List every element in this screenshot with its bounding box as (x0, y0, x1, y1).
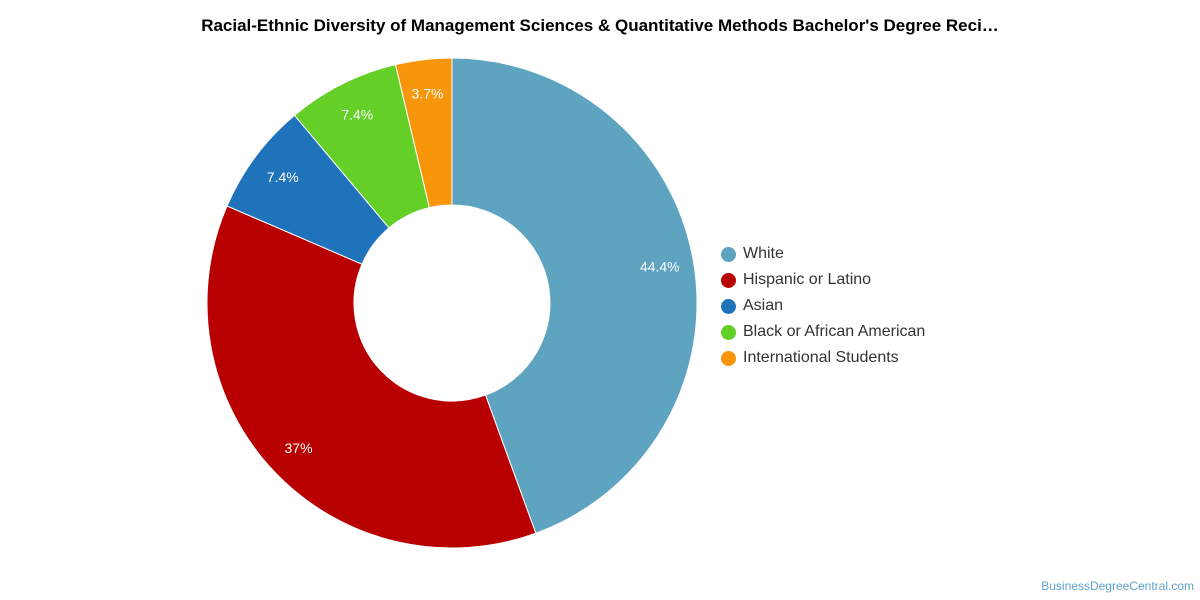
chart-legend: White Hispanic or Latino Asian Black or Afr… (721, 241, 925, 371)
slice-hispanic-or-latino[interactable] (206, 205, 537, 549)
legend-swatch-icon (721, 298, 736, 314)
watermark[interactable]: BusinessDegreeCentral.com (1041, 579, 1194, 593)
donut-slices (206, 57, 698, 549)
legend-label: International Students (743, 349, 899, 366)
legend-swatch-icon (721, 350, 736, 366)
legend-item-black-or-african-american[interactable]: Black or African American (721, 319, 925, 345)
legend-swatch-icon (721, 324, 736, 340)
legend-item-international-students[interactable]: International Students (721, 345, 925, 371)
data-label-international-students: 3.7% (412, 85, 444, 101)
donut-data-labels: 44.4% 37% 7.4% 7.4% 3.7% (267, 85, 680, 455)
legend-swatch-icon (721, 246, 736, 262)
legend-label: White (743, 245, 784, 262)
legend-item-hispanic-or-latino[interactable]: Hispanic or Latino (721, 267, 925, 293)
data-label-white: 44.4% (640, 258, 680, 274)
data-label-black-or-african-american: 7.4% (341, 106, 373, 122)
slice-white[interactable] (451, 57, 698, 534)
data-label-hispanic-or-latino: 37% (285, 440, 313, 456)
legend-label: Hispanic or Latino (743, 271, 872, 288)
legend-item-white[interactable]: White (721, 241, 925, 267)
slice-international-students[interactable] (394, 57, 453, 209)
legend-label: Black or African American (743, 323, 926, 340)
legend-item-asian[interactable]: Asian (721, 293, 925, 319)
data-label-asian: 7.4% (267, 169, 299, 185)
legend-swatch-icon (721, 272, 736, 288)
legend-label: Asian (743, 297, 784, 314)
chart-title: Racial-Ethnic Diversity of Management Sc… (201, 16, 999, 35)
